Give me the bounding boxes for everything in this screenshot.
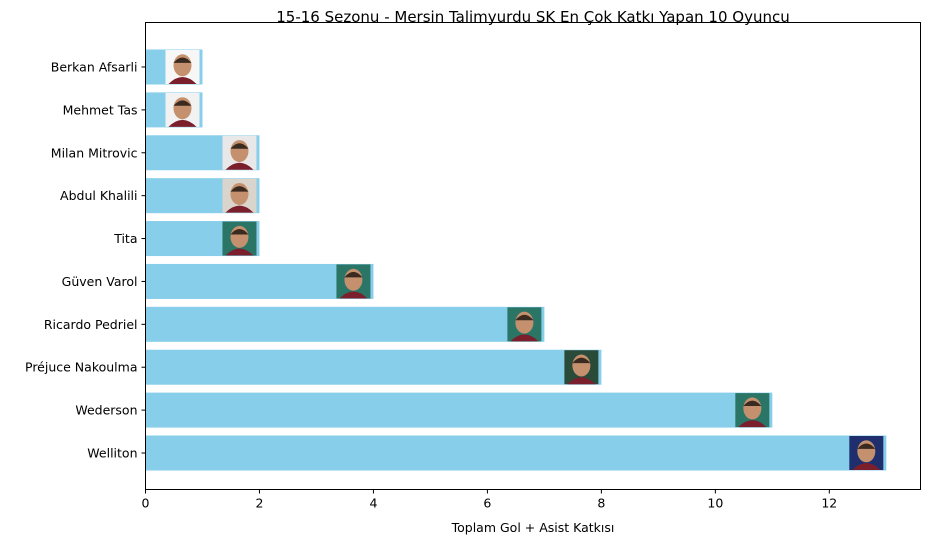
x-tick-label: 12	[821, 496, 837, 511]
player-photo	[735, 393, 770, 428]
player-photo	[564, 350, 599, 385]
y-tick-label: Préjuce Nakoulma	[25, 360, 138, 375]
y-axis-ticks: Welliton Wederson Préjuce Nakoulma Ricardo …	[25, 60, 146, 461]
player-photo	[222, 178, 257, 213]
player-photo	[222, 221, 257, 256]
player-photos-group	[165, 50, 884, 470]
player-photo	[336, 264, 371, 299]
y-tick-label: Welliton	[87, 446, 137, 461]
player-photo	[165, 92, 200, 127]
player-photo	[507, 307, 542, 342]
plot-frame	[145, 22, 921, 490]
bar	[145, 392, 773, 428]
y-tick-label: Güven Varol	[62, 274, 138, 289]
player-photo	[165, 50, 200, 84]
bar	[145, 306, 545, 342]
x-tick-label: 2	[255, 496, 263, 511]
bars-group	[145, 49, 887, 471]
y-tick-label: Abdul Khalili	[60, 188, 137, 203]
x-axis-label: Toplam Gol + Asist Katkısı	[451, 520, 615, 535]
x-tick-label: 10	[707, 496, 723, 511]
player-photo	[849, 436, 884, 470]
y-tick-label: Tita	[113, 231, 137, 246]
bar	[145, 435, 887, 471]
y-tick-label: Mehmet Tas	[63, 102, 138, 117]
bar	[145, 349, 602, 385]
x-axis-ticks: 0 2 4 6 8 10 12	[142, 489, 837, 511]
player-photo	[222, 135, 257, 170]
y-tick-label: Berkan Afsarli	[51, 60, 138, 75]
bar	[145, 263, 374, 299]
x-tick-label: 4	[369, 496, 377, 511]
y-tick-label: Milan Mitrovic	[51, 145, 138, 160]
x-tick-label: 0	[142, 496, 150, 511]
y-tick-label: Wederson	[75, 403, 137, 418]
x-tick-label: 6	[483, 496, 491, 511]
y-tick-label: Ricardo Pedriel	[44, 317, 138, 332]
chart-title: 15-16 Sezonu - Mersin Talimyurdu SK En Ç…	[276, 8, 789, 26]
x-tick-label: 8	[597, 496, 605, 511]
